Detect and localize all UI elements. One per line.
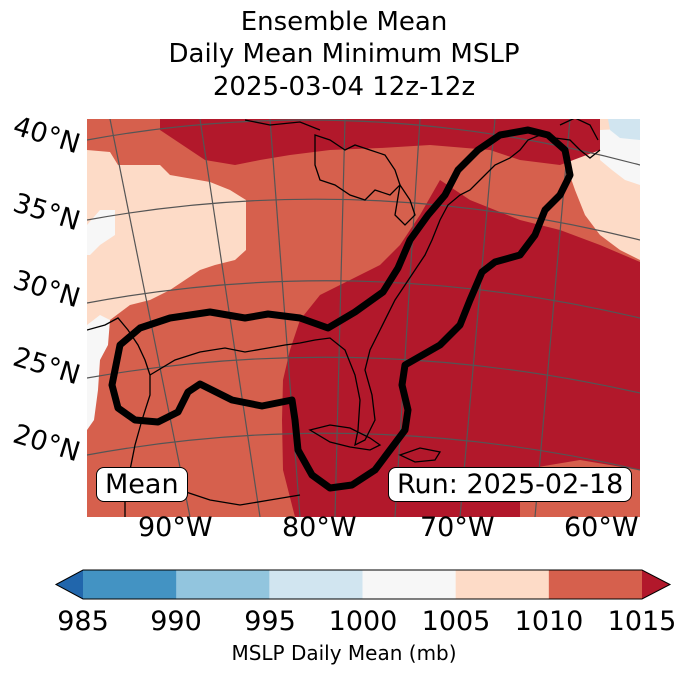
title-line-1: Ensemble Mean (240, 7, 448, 37)
lon-label-80w: 80°W (282, 512, 357, 543)
title-line-2: Daily Mean Minimum MSLP (168, 39, 520, 69)
coast-us-east (149, 134, 601, 447)
colorbar-tick-995: 995 (244, 606, 296, 637)
coast-yucatan (179, 489, 301, 506)
field-1000-1005-sw (87, 315, 110, 430)
field-1000-1005-west (87, 210, 115, 255)
meridian-95w (109, 119, 191, 517)
coast-hispaniola (398, 447, 442, 463)
coast-lake-erie (394, 183, 416, 226)
mean-contour (108, 126, 574, 492)
lon-label-70w: 70°W (420, 512, 495, 543)
coast-nova-scotia (559, 119, 599, 141)
parallel-35n (87, 198, 640, 241)
run-date-box: Run: 2025-02-18 (388, 467, 633, 502)
field-995-1000-ne (608, 119, 640, 140)
lon-label-90w: 90°W (138, 512, 213, 543)
coast-lake-superior (244, 119, 321, 131)
graticule (87, 119, 640, 517)
colorbar-tick-1010: 1010 (514, 606, 584, 637)
colorbar-tick-1000: 1000 (328, 606, 398, 637)
colorbar-tick-1015: 1015 (607, 606, 677, 637)
meridian-75w (394, 119, 421, 517)
colorbar-tick-985: 985 (57, 606, 109, 637)
statistic-box: Mean (96, 467, 188, 502)
coast-great-lakes (314, 134, 401, 201)
field-1000-1005-ne (600, 128, 640, 185)
lon-label-60w: 60°W (564, 512, 639, 543)
parallel-30n (87, 280, 640, 319)
meridian-70w (459, 119, 496, 517)
coast-cuba (308, 424, 382, 451)
title-line-3: 2025-03-04 12z-12z (212, 72, 476, 102)
field-1015-north (160, 119, 600, 165)
colorbar-label: MSLP Daily Mean (mb) (231, 641, 457, 665)
colorbar-tick-990: 990 (150, 606, 202, 637)
colorbar-tick-1005: 1005 (421, 606, 491, 637)
field-1015-southeast (282, 180, 640, 517)
